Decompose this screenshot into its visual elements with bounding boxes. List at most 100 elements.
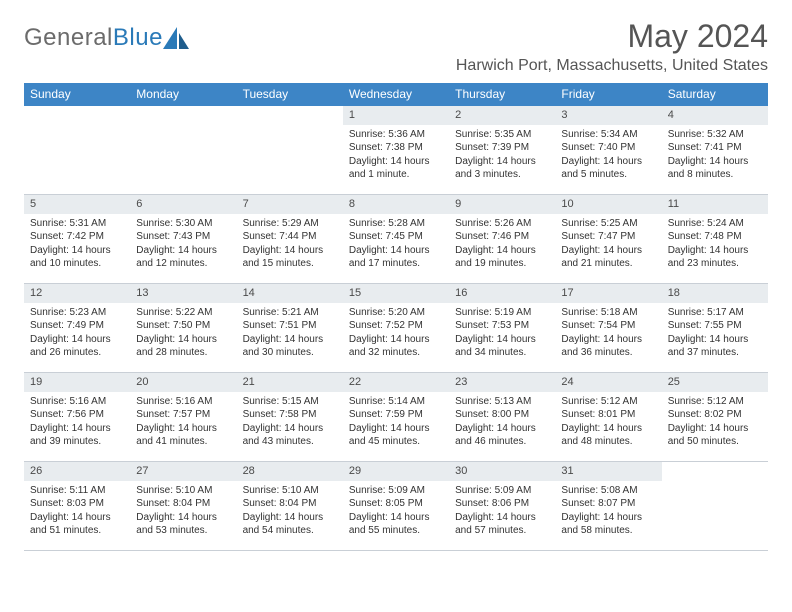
day-body: Sunrise: 5:11 AMSunset: 8:03 PMDaylight:…	[24, 481, 130, 542]
day-number: 22	[343, 373, 449, 392]
sunrise-text: Sunrise: 5:16 AM	[136, 395, 230, 409]
sunrise-text: Sunrise: 5:20 AM	[349, 306, 443, 320]
day-body: Sunrise: 5:12 AMSunset: 8:02 PMDaylight:…	[662, 392, 768, 453]
daylight-text: Daylight: 14 hours and 54 minutes.	[243, 511, 337, 538]
day-body: Sunrise: 5:22 AMSunset: 7:50 PMDaylight:…	[130, 303, 236, 364]
day-cell: 18Sunrise: 5:17 AMSunset: 7:55 PMDayligh…	[662, 284, 768, 372]
daylight-text: Daylight: 14 hours and 23 minutes.	[668, 244, 762, 271]
day-body: Sunrise: 5:21 AMSunset: 7:51 PMDaylight:…	[237, 303, 343, 364]
sunrise-text: Sunrise: 5:25 AM	[561, 217, 655, 231]
sunset-text: Sunset: 7:57 PM	[136, 408, 230, 422]
day-number: 2	[449, 106, 555, 125]
day-cell: 10Sunrise: 5:25 AMSunset: 7:47 PMDayligh…	[555, 195, 661, 283]
day-cell: 29Sunrise: 5:09 AMSunset: 8:05 PMDayligh…	[343, 462, 449, 550]
daylight-text: Daylight: 14 hours and 26 minutes.	[30, 333, 124, 360]
day-body: Sunrise: 5:34 AMSunset: 7:40 PMDaylight:…	[555, 125, 661, 186]
day-body: Sunrise: 5:10 AMSunset: 8:04 PMDaylight:…	[130, 481, 236, 542]
daylight-text: Daylight: 14 hours and 8 minutes.	[668, 155, 762, 182]
day-cell	[237, 106, 343, 194]
sunset-text: Sunset: 7:52 PM	[349, 319, 443, 333]
day-header: Friday	[555, 83, 661, 106]
sunrise-text: Sunrise: 5:09 AM	[349, 484, 443, 498]
daylight-text: Daylight: 14 hours and 12 minutes.	[136, 244, 230, 271]
day-cell: 7Sunrise: 5:29 AMSunset: 7:44 PMDaylight…	[237, 195, 343, 283]
day-cell: 14Sunrise: 5:21 AMSunset: 7:51 PMDayligh…	[237, 284, 343, 372]
logo-text-blue: Blue	[113, 24, 163, 51]
day-number: 9	[449, 195, 555, 214]
daylight-text: Daylight: 14 hours and 28 minutes.	[136, 333, 230, 360]
sunset-text: Sunset: 7:48 PM	[668, 230, 762, 244]
sunrise-text: Sunrise: 5:28 AM	[349, 217, 443, 231]
daylight-text: Daylight: 14 hours and 58 minutes.	[561, 511, 655, 538]
sunset-text: Sunset: 7:54 PM	[561, 319, 655, 333]
day-header: Wednesday	[343, 83, 449, 106]
sunrise-text: Sunrise: 5:35 AM	[455, 128, 549, 142]
day-number: 4	[662, 106, 768, 125]
day-body: Sunrise: 5:18 AMSunset: 7:54 PMDaylight:…	[555, 303, 661, 364]
day-number: 7	[237, 195, 343, 214]
day-cell: 26Sunrise: 5:11 AMSunset: 8:03 PMDayligh…	[24, 462, 130, 550]
day-body: Sunrise: 5:20 AMSunset: 7:52 PMDaylight:…	[343, 303, 449, 364]
daylight-text: Daylight: 14 hours and 30 minutes.	[243, 333, 337, 360]
sunrise-text: Sunrise: 5:24 AM	[668, 217, 762, 231]
day-number: 17	[555, 284, 661, 303]
day-body: Sunrise: 5:35 AMSunset: 7:39 PMDaylight:…	[449, 125, 555, 186]
day-cell	[24, 106, 130, 194]
day-body: Sunrise: 5:10 AMSunset: 8:04 PMDaylight:…	[237, 481, 343, 542]
day-number: 10	[555, 195, 661, 214]
day-header: Monday	[130, 83, 236, 106]
daylight-text: Daylight: 14 hours and 15 minutes.	[243, 244, 337, 271]
day-cell: 25Sunrise: 5:12 AMSunset: 8:02 PMDayligh…	[662, 373, 768, 461]
daylight-text: Daylight: 14 hours and 39 minutes.	[30, 422, 124, 449]
day-body: Sunrise: 5:09 AMSunset: 8:05 PMDaylight:…	[343, 481, 449, 542]
day-cell: 17Sunrise: 5:18 AMSunset: 7:54 PMDayligh…	[555, 284, 661, 372]
day-header: Tuesday	[237, 83, 343, 106]
sunset-text: Sunset: 8:00 PM	[455, 408, 549, 422]
day-body: Sunrise: 5:28 AMSunset: 7:45 PMDaylight:…	[343, 214, 449, 275]
day-number: 29	[343, 462, 449, 481]
daylight-text: Daylight: 14 hours and 32 minutes.	[349, 333, 443, 360]
day-body: Sunrise: 5:08 AMSunset: 8:07 PMDaylight:…	[555, 481, 661, 542]
week-row: 5Sunrise: 5:31 AMSunset: 7:42 PMDaylight…	[24, 195, 768, 284]
day-number: 31	[555, 462, 661, 481]
day-body: Sunrise: 5:25 AMSunset: 7:47 PMDaylight:…	[555, 214, 661, 275]
week-row: 1Sunrise: 5:36 AMSunset: 7:38 PMDaylight…	[24, 106, 768, 195]
day-cell: 24Sunrise: 5:12 AMSunset: 8:01 PMDayligh…	[555, 373, 661, 461]
sunset-text: Sunset: 7:47 PM	[561, 230, 655, 244]
day-cell: 9Sunrise: 5:26 AMSunset: 7:46 PMDaylight…	[449, 195, 555, 283]
sunset-text: Sunset: 7:45 PM	[349, 230, 443, 244]
day-body: Sunrise: 5:23 AMSunset: 7:49 PMDaylight:…	[24, 303, 130, 364]
daylight-text: Daylight: 14 hours and 10 minutes.	[30, 244, 124, 271]
day-body: Sunrise: 5:32 AMSunset: 7:41 PMDaylight:…	[662, 125, 768, 186]
day-body: Sunrise: 5:17 AMSunset: 7:55 PMDaylight:…	[662, 303, 768, 364]
daylight-text: Daylight: 14 hours and 21 minutes.	[561, 244, 655, 271]
sunset-text: Sunset: 8:04 PM	[243, 497, 337, 511]
sunset-text: Sunset: 8:07 PM	[561, 497, 655, 511]
sunset-text: Sunset: 8:06 PM	[455, 497, 549, 511]
sunset-text: Sunset: 7:49 PM	[30, 319, 124, 333]
day-body: Sunrise: 5:29 AMSunset: 7:44 PMDaylight:…	[237, 214, 343, 275]
sunset-text: Sunset: 7:51 PM	[243, 319, 337, 333]
day-number: 18	[662, 284, 768, 303]
sail-icon	[163, 27, 189, 49]
sunrise-text: Sunrise: 5:11 AM	[30, 484, 124, 498]
day-body: Sunrise: 5:16 AMSunset: 7:57 PMDaylight:…	[130, 392, 236, 453]
sunrise-text: Sunrise: 5:30 AM	[136, 217, 230, 231]
logo-text-general: General	[24, 24, 113, 51]
sunset-text: Sunset: 8:05 PM	[349, 497, 443, 511]
day-number: 14	[237, 284, 343, 303]
day-number: 26	[24, 462, 130, 481]
day-number: 16	[449, 284, 555, 303]
sunset-text: Sunset: 7:46 PM	[455, 230, 549, 244]
sunrise-text: Sunrise: 5:08 AM	[561, 484, 655, 498]
daylight-text: Daylight: 14 hours and 51 minutes.	[30, 511, 124, 538]
sunrise-text: Sunrise: 5:22 AM	[136, 306, 230, 320]
day-header: Sunday	[24, 83, 130, 106]
sunset-text: Sunset: 7:41 PM	[668, 141, 762, 155]
day-number	[662, 462, 768, 466]
daylight-text: Daylight: 14 hours and 19 minutes.	[455, 244, 549, 271]
day-cell: 23Sunrise: 5:13 AMSunset: 8:00 PMDayligh…	[449, 373, 555, 461]
sunrise-text: Sunrise: 5:17 AM	[668, 306, 762, 320]
day-number: 1	[343, 106, 449, 125]
day-cell: 5Sunrise: 5:31 AMSunset: 7:42 PMDaylight…	[24, 195, 130, 283]
